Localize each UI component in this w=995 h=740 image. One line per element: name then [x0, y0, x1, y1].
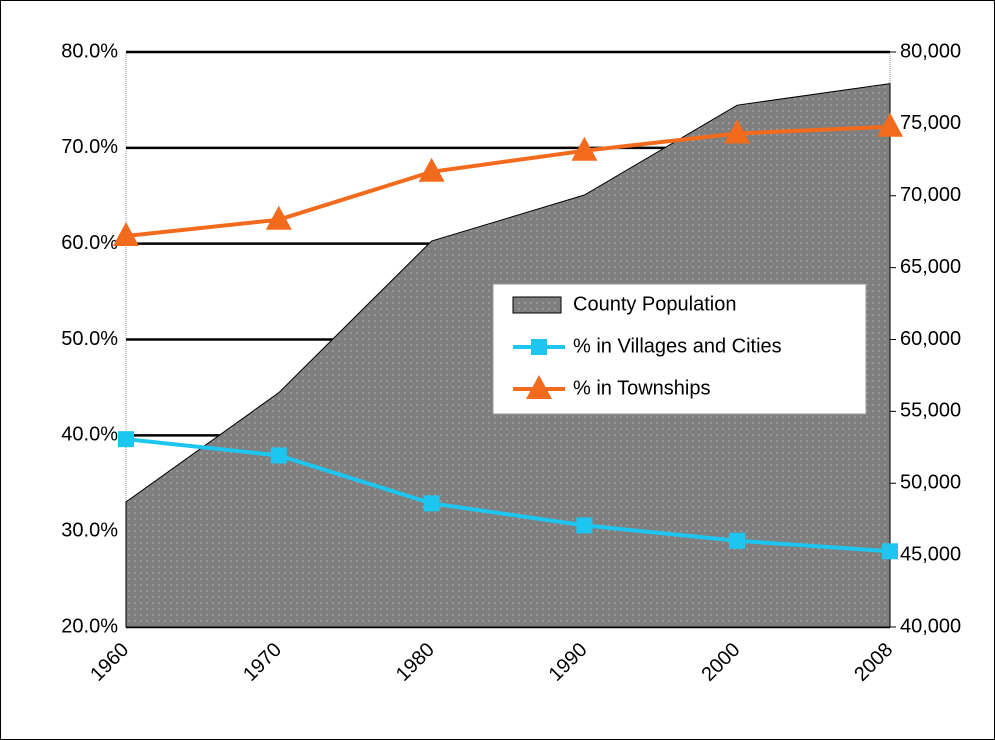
y-tick-label: 60.0% — [61, 232, 118, 254]
y2-tick-label: 60,000 — [900, 328, 961, 350]
point — [113, 222, 139, 246]
line — [125, 437, 891, 554]
legend-label: % in Villages and Cities — [573, 335, 782, 357]
legend-swatch — [512, 296, 562, 314]
point — [571, 136, 598, 161]
point — [882, 543, 898, 560]
y-tick-label: 70.0% — [61, 136, 118, 158]
y2-tick-label: 80,000 — [900, 40, 961, 62]
y2-tick-label: 50,000 — [900, 472, 961, 494]
point — [729, 532, 746, 549]
legend-label: County Population — [573, 293, 736, 315]
legend-marker — [526, 375, 552, 399]
legend-label: % in Townships — [573, 377, 710, 399]
y2-tick-label: 70,000 — [900, 184, 961, 206]
y-tick-label: 30.0% — [61, 519, 118, 541]
line — [125, 124, 891, 238]
y2-tick-label: 55,000 — [900, 400, 961, 422]
y2-tick-label: 65,000 — [900, 256, 961, 278]
point — [418, 157, 445, 182]
y2-tick-label: 75,000 — [900, 112, 961, 134]
y2-tick-label: 40,000 — [900, 615, 961, 637]
y-tick-label: 20.0% — [61, 615, 118, 637]
point — [877, 112, 903, 137]
point — [423, 495, 440, 512]
point — [576, 517, 593, 534]
y-tick-label: 40.0% — [61, 424, 118, 446]
y-tick-label: 50.0% — [61, 328, 118, 350]
point — [724, 119, 751, 144]
point — [265, 205, 292, 230]
point — [118, 431, 134, 448]
y2-tick-label: 45,000 — [900, 543, 961, 565]
point — [270, 447, 287, 464]
legend-marker — [531, 339, 547, 355]
y-tick-label: 80.0% — [61, 40, 118, 62]
